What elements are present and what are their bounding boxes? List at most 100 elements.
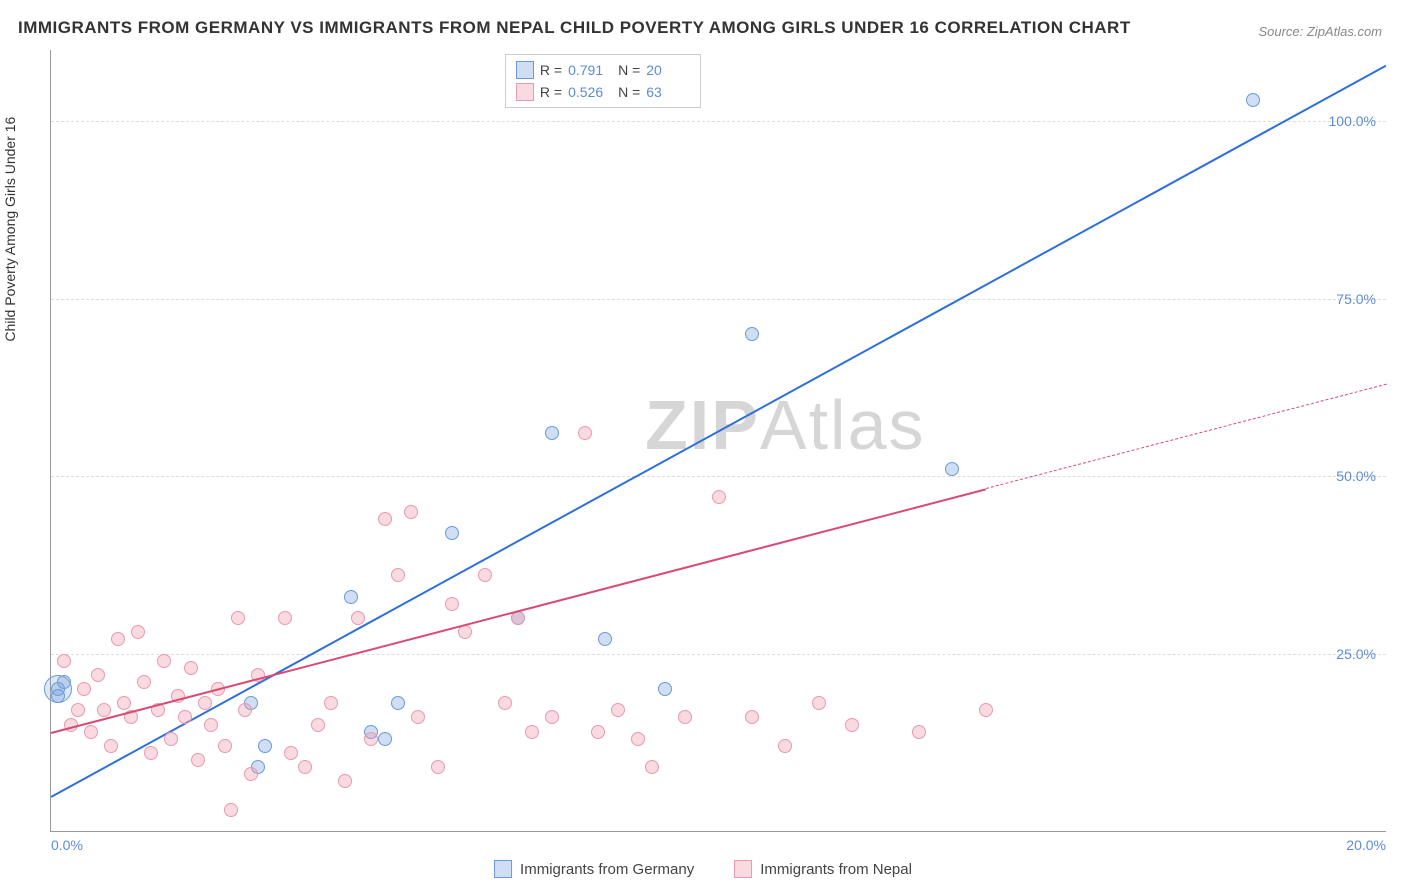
gridline [51, 654, 1386, 655]
gridline [51, 121, 1386, 122]
n-value: 63 [646, 84, 690, 100]
swatch-germany [494, 860, 512, 878]
scatter-point [144, 746, 158, 760]
source-attribution: Source: ZipAtlas.com [1258, 24, 1382, 39]
y-axis-label: Child Poverty Among Girls Under 16 [2, 117, 18, 342]
scatter-point [912, 725, 926, 739]
scatter-point [525, 725, 539, 739]
scatter-point [311, 718, 325, 732]
r-value: 0.526 [568, 84, 612, 100]
scatter-point [77, 682, 91, 696]
scatter-point [111, 632, 125, 646]
swatch-icon [516, 83, 534, 101]
scatter-point [97, 703, 111, 717]
scatter-point [478, 568, 492, 582]
y-tick-label: 75.0% [1336, 291, 1376, 307]
scatter-point [338, 774, 352, 788]
scatter-point [131, 625, 145, 639]
scatter-point [545, 426, 559, 440]
scatter-point [712, 490, 726, 504]
scatter-point [445, 526, 459, 540]
trend-line [51, 488, 986, 733]
legend-bottom: Immigrants from Germany Immigrants from … [494, 860, 912, 878]
scatter-point [545, 710, 559, 724]
stat-label: N = [618, 84, 640, 100]
scatter-point [324, 696, 338, 710]
scatter-point [117, 696, 131, 710]
scatter-point [231, 611, 245, 625]
scatter-point [1246, 93, 1260, 107]
scatter-point [391, 696, 405, 710]
gridline [51, 299, 1386, 300]
scatter-point [404, 505, 418, 519]
scatter-point [598, 632, 612, 646]
y-tick-label: 25.0% [1336, 646, 1376, 662]
scatter-point [284, 746, 298, 760]
scatter-point [258, 739, 272, 753]
scatter-point [51, 689, 65, 703]
watermark-thin: Atlas [760, 386, 926, 464]
n-value: 20 [646, 62, 690, 78]
scatter-point [631, 732, 645, 746]
scatter-point [104, 739, 118, 753]
scatter-point [378, 732, 392, 746]
legend-item-germany: Immigrants from Germany [494, 860, 694, 878]
scatter-point [498, 696, 512, 710]
legend-item-nepal: Immigrants from Nepal [734, 860, 912, 878]
scatter-point [351, 611, 365, 625]
scatter-point [164, 732, 178, 746]
scatter-point [845, 718, 859, 732]
scatter-point [91, 668, 105, 682]
scatter-point [137, 675, 151, 689]
x-tick-label: 0.0% [51, 837, 83, 853]
scatter-point [378, 512, 392, 526]
correlation-row: R =0.791N =20 [516, 59, 690, 81]
scatter-point [238, 703, 252, 717]
y-tick-label: 100.0% [1329, 113, 1376, 129]
scatter-point [611, 703, 625, 717]
legend-label-nepal: Immigrants from Nepal [760, 861, 912, 878]
scatter-point [224, 803, 238, 817]
watermark-bold: ZIP [645, 386, 760, 464]
scatter-point [178, 710, 192, 724]
stat-label: N = [618, 62, 640, 78]
scatter-point [658, 682, 672, 696]
trend-line [51, 64, 1387, 797]
scatter-point [298, 760, 312, 774]
watermark: ZIPAtlas [645, 385, 926, 465]
scatter-point [278, 611, 292, 625]
scatter-point [71, 703, 85, 717]
scatter-point [364, 732, 378, 746]
x-tick-label: 20.0% [1346, 837, 1386, 853]
stat-label: R = [540, 62, 562, 78]
scatter-point [979, 703, 993, 717]
scatter-point [198, 696, 212, 710]
scatter-point [244, 767, 258, 781]
scatter-point [431, 760, 445, 774]
scatter-point [812, 696, 826, 710]
plot-area: ZIPAtlas 25.0%50.0%75.0%100.0%0.0%20.0%R… [50, 50, 1386, 832]
scatter-point [84, 725, 98, 739]
scatter-point [778, 739, 792, 753]
scatter-point [218, 739, 232, 753]
scatter-point [57, 675, 71, 689]
scatter-point [411, 710, 425, 724]
scatter-point [191, 753, 205, 767]
gridline [51, 476, 1386, 477]
scatter-point [445, 597, 459, 611]
trend-line [985, 384, 1386, 489]
scatter-point [645, 760, 659, 774]
scatter-point [578, 426, 592, 440]
swatch-icon [516, 61, 534, 79]
legend-label-germany: Immigrants from Germany [520, 861, 694, 878]
scatter-point [391, 568, 405, 582]
stat-label: R = [540, 84, 562, 100]
scatter-point [157, 654, 171, 668]
scatter-point [204, 718, 218, 732]
scatter-point [678, 710, 692, 724]
correlation-row: R = 0.526 N = 63 [516, 81, 690, 103]
scatter-point [184, 661, 198, 675]
y-tick-label: 50.0% [1336, 468, 1376, 484]
scatter-point [745, 710, 759, 724]
correlation-legend: R =0.791N =20R =0.526N =63 [505, 54, 701, 108]
